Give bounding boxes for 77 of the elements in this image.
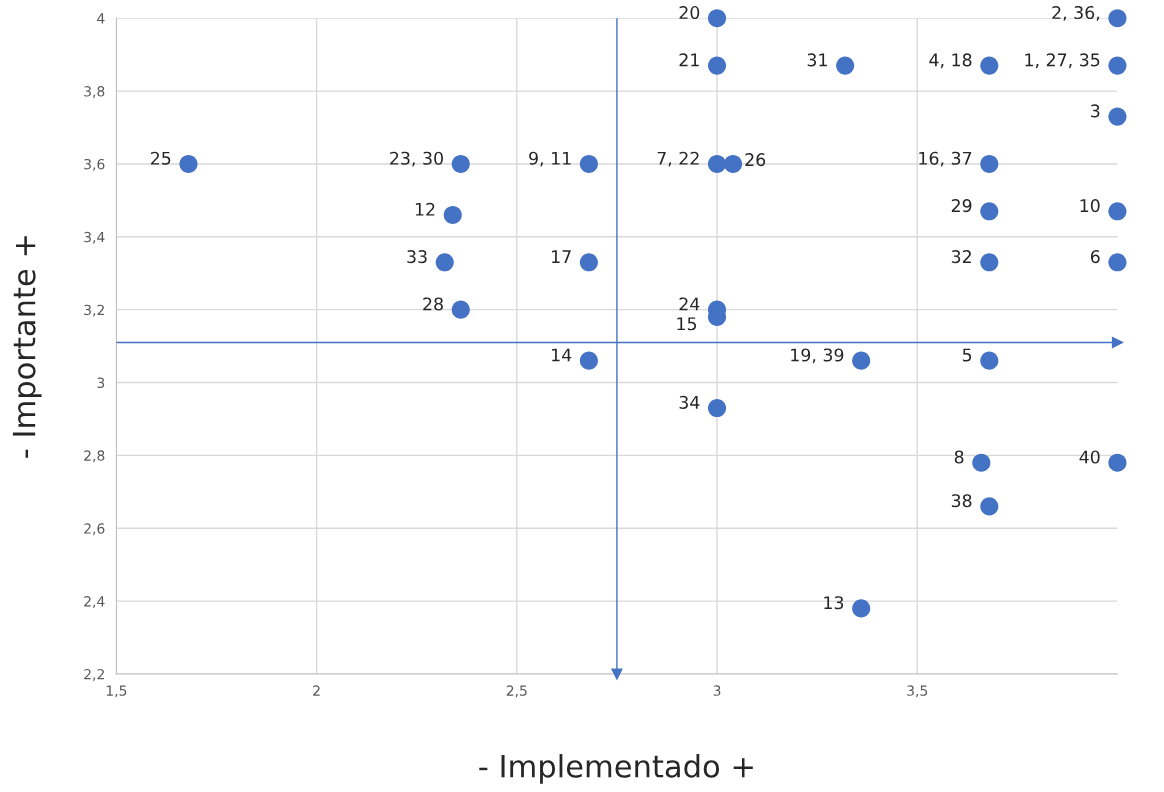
y-tick-label: 3: [97, 377, 105, 389]
annotation: 40: [1079, 450, 1100, 464]
y-tick-label: 2,2: [84, 668, 104, 681]
annotation: 24: [679, 297, 700, 311]
y-tick-label: 2,8: [84, 450, 105, 463]
point: [707, 154, 727, 173]
point: [1108, 107, 1127, 126]
annotation: 38: [951, 494, 972, 508]
annotation: 21: [679, 53, 699, 67]
annotation: 9, 11: [529, 151, 571, 167]
annotation: 4, 18: [929, 53, 972, 69]
point: [579, 253, 598, 272]
point: [852, 599, 871, 618]
point: [1108, 453, 1127, 472]
y-axis-title: - Importante +: [12, 236, 42, 458]
point: [435, 253, 454, 272]
x-tick-label: 3,5: [907, 685, 928, 698]
annotation: 13: [824, 596, 844, 610]
point: [707, 56, 727, 75]
annotation: 20: [679, 5, 700, 20]
y-tick-label: 2,6: [84, 523, 105, 536]
annotation: 2, 36,: [1052, 5, 1100, 21]
annotation: 29: [951, 199, 972, 213]
y-tick-label: 4: [97, 13, 105, 24]
y-tick-label: 3,2: [84, 304, 104, 317]
point: [980, 253, 999, 272]
point: [443, 205, 462, 224]
point: [707, 9, 727, 28]
point: [1108, 202, 1127, 221]
annotation: 8: [954, 450, 964, 464]
point: [723, 154, 743, 173]
annotation: 5: [962, 348, 972, 362]
point: [980, 154, 999, 173]
x-tick-label: 2,5: [506, 685, 527, 698]
x-tick-label: 3: [713, 685, 721, 696]
x-axis-title: - Implementado +: [479, 754, 753, 784]
annotation: 10: [1080, 199, 1100, 213]
annotation: 3: [1091, 104, 1100, 118]
point: [1108, 56, 1127, 75]
point: [980, 351, 999, 370]
point: [1108, 253, 1127, 272]
x-tick-label: 2: [313, 685, 320, 696]
x-tick-label: 1,5: [106, 685, 127, 698]
point: [707, 398, 727, 418]
annotation: 33: [407, 250, 427, 264]
annotation: 17: [552, 250, 571, 263]
annotation: 19, 39: [791, 348, 844, 364]
y-tick-label: 3,6: [84, 158, 105, 171]
annotation: 31: [807, 53, 827, 67]
point: [852, 351, 871, 370]
point: [1108, 9, 1127, 28]
point: [980, 56, 999, 75]
annotation: 15: [677, 317, 697, 331]
annotation: 6: [1090, 250, 1100, 264]
point: [451, 300, 470, 319]
annotation: 25: [150, 151, 171, 165]
y-tick-label: 3,8: [84, 86, 105, 98]
annotation: 7, 22: [657, 151, 699, 167]
point: [836, 56, 855, 75]
point: [972, 453, 991, 472]
annotation: 12: [415, 202, 435, 216]
point: [980, 202, 999, 221]
annotation: 26: [745, 153, 766, 167]
annotation: 14: [552, 348, 572, 362]
point: [579, 351, 598, 370]
y-tick-label: 3,4: [84, 231, 105, 244]
annotation: 23, 30: [390, 151, 443, 167]
point: [179, 154, 198, 173]
annotation: 28: [423, 297, 443, 311]
y-tick-label: 2,4: [84, 596, 105, 609]
annotation: 16, 37: [919, 151, 972, 167]
annotation: 34: [679, 395, 700, 409]
point: [579, 154, 598, 173]
annotation: 1, 27, 35: [1025, 53, 1100, 69]
point: [980, 497, 999, 516]
point: [451, 154, 470, 173]
annotation: 32: [951, 250, 971, 264]
